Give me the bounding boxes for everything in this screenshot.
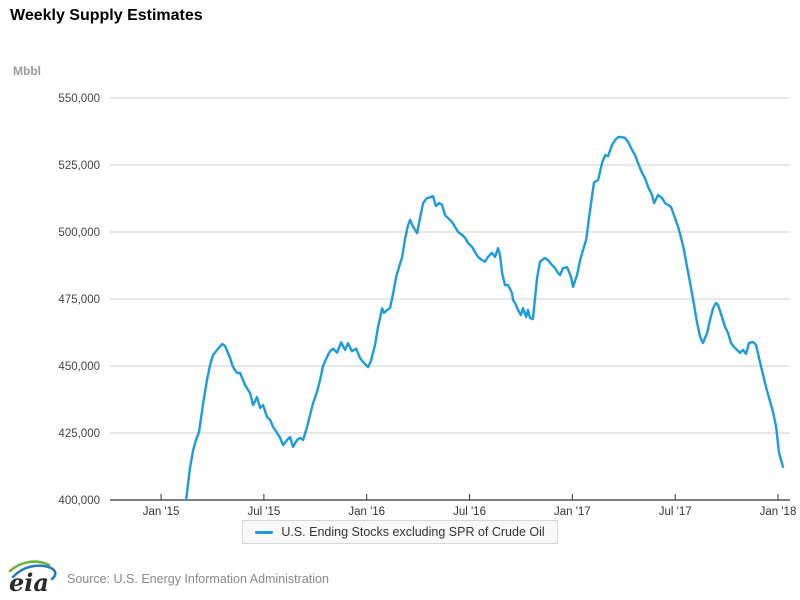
x-tick-label: Jan '16 bbox=[348, 506, 385, 518]
x-tick-label: Jan '17 bbox=[554, 506, 591, 518]
eia-logo: eia bbox=[8, 560, 57, 596]
x-tick-label: Jan '18 bbox=[760, 506, 797, 518]
eia-logo-green-arc bbox=[8, 560, 51, 573]
y-tick-label: 475,000 bbox=[58, 294, 100, 306]
eia-logo-blue-arc bbox=[11, 564, 57, 581]
x-tick-label: Jan '15 bbox=[143, 506, 180, 518]
y-tick-label: 525,000 bbox=[58, 160, 100, 172]
eia-logo-text: eia bbox=[9, 568, 49, 596]
y-tick-label: 400,000 bbox=[58, 495, 100, 507]
legend-label: U.S. Ending Stocks excluding SPR of Crud… bbox=[281, 525, 545, 539]
series-line-ending-stocks[interactable] bbox=[184, 135, 785, 502]
legend-item-ending-stocks[interactable]: U.S. Ending Stocks excluding SPR of Crud… bbox=[242, 520, 558, 544]
y-axis-unit-label: Mbbl bbox=[13, 64, 41, 78]
x-tick-label: Jul '17 bbox=[659, 506, 692, 518]
y-tick-label: 500,000 bbox=[58, 227, 100, 239]
source-attribution: Source: U.S. Energy Information Administ… bbox=[67, 572, 329, 586]
y-tick-label: 450,000 bbox=[58, 361, 100, 373]
x-tick-label: Jul '16 bbox=[453, 506, 486, 518]
page-title: Weekly Supply Estimates bbox=[10, 7, 203, 24]
y-tick-label: 550,000 bbox=[58, 93, 100, 105]
legend: U.S. Ending Stocks excluding SPR of Crud… bbox=[0, 520, 800, 544]
legend-line-swatch bbox=[255, 530, 274, 534]
x-tick-label: Jul '15 bbox=[247, 506, 280, 518]
y-tick-label: 425,000 bbox=[58, 428, 100, 440]
